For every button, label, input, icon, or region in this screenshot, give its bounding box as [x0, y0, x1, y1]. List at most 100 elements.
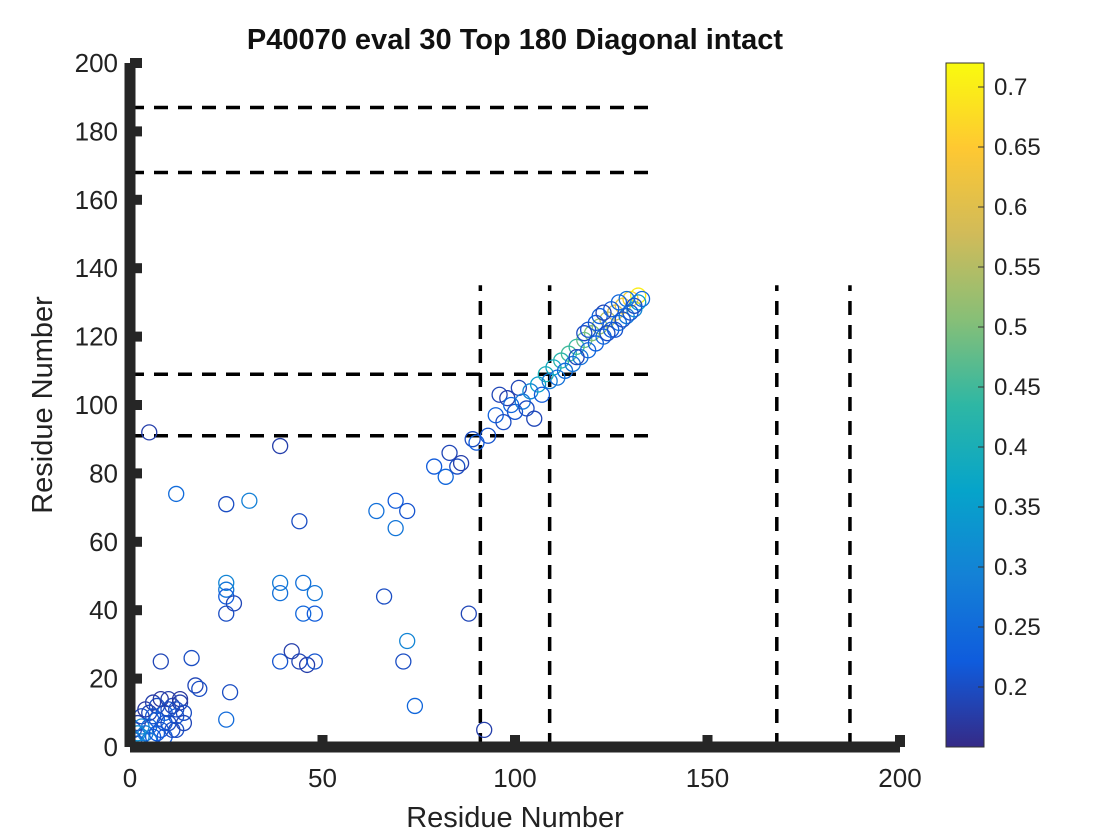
data-point [175, 704, 193, 721]
y-tick-mark [130, 673, 142, 684]
data-point [630, 287, 647, 304]
data-point [387, 492, 404, 509]
data-point [241, 492, 258, 509]
data-point [460, 605, 477, 622]
y-tick-label: 20 [89, 664, 118, 694]
data-point [152, 653, 169, 670]
data-point [399, 632, 416, 650]
data-point [306, 605, 323, 622]
data-point [479, 427, 497, 444]
data-point [491, 386, 508, 403]
data-point [271, 437, 289, 455]
data-point [506, 403, 524, 420]
y-tick-label: 0 [104, 732, 118, 762]
x-tick-mark [702, 735, 713, 747]
data-point [437, 468, 454, 485]
y-tick-mark [130, 58, 142, 68]
data-point [271, 584, 289, 602]
x-tick-mark [895, 735, 905, 747]
x-tick-mark [125, 735, 135, 747]
data-point [606, 321, 624, 338]
x-tick-label: 100 [493, 763, 536, 793]
data-point [218, 605, 235, 622]
data-point [191, 680, 208, 698]
data-point [283, 643, 300, 660]
data-point [395, 653, 412, 670]
y-tick-label: 80 [89, 458, 118, 488]
chart-title: P40070 eval 30 Top 180 Diagonal intact [247, 24, 784, 56]
data-point [452, 454, 470, 472]
data-point [271, 574, 289, 591]
data-point [168, 485, 185, 503]
colorbar-tick-label: 0.35 [994, 494, 1041, 521]
colorbar-tick-label: 0.4 [994, 434, 1027, 461]
x-tick-label: 50 [308, 763, 337, 793]
data-point [187, 677, 204, 694]
colorbar-tick-label: 0.3 [994, 554, 1027, 581]
colorbar-tick-label: 0.55 [994, 254, 1041, 281]
data-point [218, 496, 235, 513]
y-tick-label: 200 [75, 48, 118, 78]
data-point [425, 458, 443, 475]
data-point [291, 513, 308, 530]
y-tick-mark [130, 263, 142, 274]
y-tick-label: 60 [89, 527, 118, 557]
data-point [464, 431, 481, 448]
data-point [568, 348, 585, 366]
data-point [633, 290, 651, 308]
domain-boundary-lines [130, 105, 852, 747]
data-point [387, 519, 404, 537]
data-point [529, 376, 547, 393]
y-tick-mark [130, 194, 142, 205]
y-tick-label: 40 [89, 595, 118, 625]
data-point [576, 325, 593, 342]
y-tick-mark [130, 536, 142, 547]
data-point [518, 400, 535, 417]
data-point [141, 424, 158, 441]
data-points [125, 287, 651, 752]
y-tick-mark [130, 742, 142, 752]
data-point [295, 574, 312, 591]
y-tick-label: 120 [75, 322, 118, 352]
y-tick-mark [130, 468, 142, 479]
colorbar-tick-label: 0.6 [994, 194, 1027, 221]
colorbar-tick-label: 0.5 [994, 314, 1027, 341]
data-point [218, 581, 235, 598]
data-point [183, 649, 200, 667]
colorbar-gradient [945, 62, 985, 748]
data-point [441, 444, 458, 462]
data-point [580, 321, 597, 338]
y-tick-label: 100 [75, 390, 118, 420]
data-point [295, 605, 312, 622]
y-tick-mark [130, 331, 142, 342]
colorbar-tick-label: 0.65 [994, 134, 1041, 161]
data-point [218, 711, 235, 728]
data-point [476, 721, 493, 739]
y-tick-mark [130, 400, 142, 410]
data-point [368, 502, 385, 520]
data-point [533, 386, 551, 403]
colorbar: 0.2 0.25 0.3 0.35 0.4 0.45 0.5 0.55 0.6 0.65 0.7 [945, 62, 1041, 748]
data-point [271, 653, 289, 670]
y-tick-mark [130, 126, 142, 137]
data-point [526, 410, 543, 427]
y-axis-label: Residue Number [27, 296, 59, 514]
colorbar-tick-label: 0.2 [994, 674, 1027, 701]
axes: 0 50 100 150 200 0 20 40 60 80 100 120 140 160 180 200 [75, 48, 922, 793]
data-point [306, 653, 323, 670]
y-tick-label: 160 [75, 185, 118, 215]
colorbar-tick-label: 0.25 [994, 614, 1041, 641]
data-point [595, 304, 612, 321]
data-point [160, 701, 177, 718]
data-point [144, 694, 162, 711]
data-point [298, 656, 316, 674]
x-tick-mark [317, 735, 328, 747]
data-point [630, 294, 647, 311]
data-point [218, 574, 235, 591]
x-tick-label: 0 [123, 763, 137, 793]
data-point [225, 595, 243, 612]
data-point [449, 458, 466, 475]
data-point [168, 721, 185, 739]
x-axis-label: Residue Number [406, 802, 624, 834]
